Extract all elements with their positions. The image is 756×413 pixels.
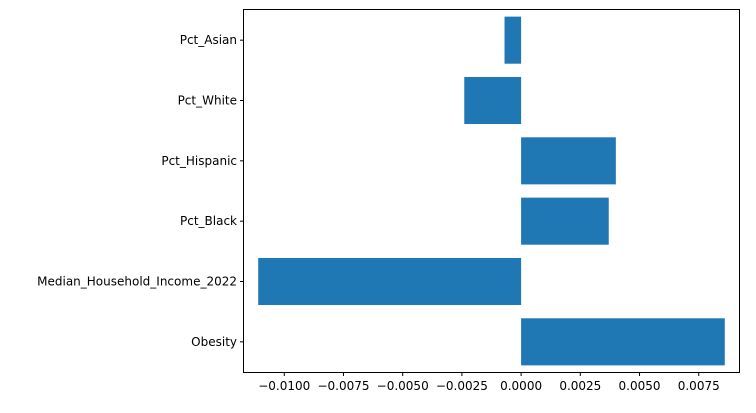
bar-Pct_Black [521, 197, 609, 245]
bar-Median_Household_Income_2022 [258, 257, 522, 306]
x-tick-label: 0.0075 [678, 379, 720, 393]
bar-Pct_White [464, 76, 522, 125]
x-tick-label: −0.0100 [258, 379, 310, 393]
x-tick-label: −0.0075 [317, 379, 369, 393]
y-tick-label: Obesity [191, 335, 237, 349]
y-tick-label: Pct_Hispanic [161, 154, 237, 168]
x-axis: −0.0100 −0.0075 −0.0050 −0.0025 0.0000 0.0025… [258, 372, 720, 393]
bars-group [258, 16, 725, 366]
y-tick-label: Median_Household_Income_2022 [37, 275, 237, 289]
x-tick-label: 0.0000 [500, 379, 542, 393]
y-tick-label: Pct_Black [180, 214, 237, 228]
bar-Pct_Asian [504, 16, 522, 64]
bar-Pct_Hispanic [521, 137, 616, 185]
plot-frame [243, 9, 740, 373]
x-tick-label: −0.0050 [377, 379, 429, 393]
x-tick-label: 0.0050 [619, 379, 661, 393]
x-tick-label: 0.0025 [559, 379, 601, 393]
y-tick-label: Pct_White [178, 94, 237, 108]
y-axis: Obesity Median_Household_Income_2022 Pct_B… [37, 33, 244, 349]
y-tick-label: Pct_Asian [180, 33, 237, 47]
x-tick-label: −0.0025 [436, 379, 488, 393]
bar-Obesity [521, 318, 725, 366]
